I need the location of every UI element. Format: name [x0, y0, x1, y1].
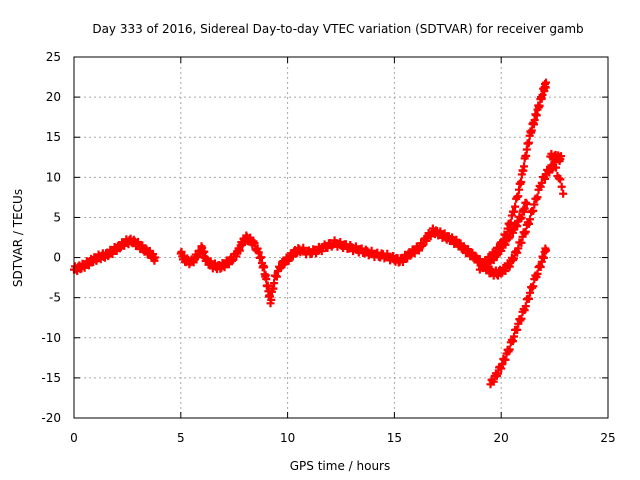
x-tick-label: 20 [494, 431, 509, 445]
x-tick-label: 5 [177, 431, 185, 445]
data-point [357, 244, 366, 253]
x-tick-label: 10 [280, 431, 295, 445]
series-arc-4 [486, 198, 531, 266]
x-tick-label: 15 [387, 431, 402, 445]
y-tick-label: -20 [41, 411, 61, 425]
data-point [524, 138, 533, 147]
data-point [559, 189, 568, 198]
data-point [517, 314, 526, 323]
x-tick-labels: 0 5 10 15 20 25 [70, 431, 615, 445]
y-tick-label: 20 [46, 90, 61, 104]
x-tick-label: 25 [600, 431, 615, 445]
data-point [556, 175, 565, 184]
data-point [336, 238, 345, 247]
data-point [542, 78, 551, 87]
y-tick-label: 0 [53, 251, 61, 265]
data-point [519, 162, 528, 171]
x-axis-label: GPS time / hours [290, 459, 391, 473]
y-tick-label: -5 [49, 291, 61, 305]
data-point [151, 253, 160, 262]
series-arc-6 [546, 149, 566, 166]
data-point [506, 218, 515, 227]
series-arc-2 [176, 158, 568, 308]
data-points [70, 78, 568, 389]
y-tick-label: 10 [46, 170, 61, 184]
data-point [542, 246, 551, 255]
data-point [270, 279, 279, 288]
y-tick-label: 15 [46, 130, 61, 144]
series-arc-1 [70, 234, 160, 275]
data-point [557, 152, 566, 161]
data-point [299, 243, 308, 252]
data-point [351, 242, 360, 251]
data-point [533, 269, 542, 278]
data-point [511, 202, 520, 211]
data-point [529, 282, 538, 291]
y-axis-label: SDTVAR / TECUs [11, 189, 25, 287]
series-arc-5 [486, 244, 551, 389]
data-point [526, 215, 535, 224]
data-point [521, 302, 530, 311]
data-point [533, 193, 542, 202]
chart-title: Day 333 of 2016, Sidereal Day-to-day VTE… [92, 22, 583, 36]
y-tick-label: -10 [41, 331, 61, 345]
data-point [557, 182, 566, 191]
data-point [552, 163, 561, 172]
plot-frame [73, 56, 609, 419]
y-tick-label: 5 [53, 210, 61, 224]
y-tick-labels: -20 -15 -10 -5 0 5 10 15 20 25 [41, 50, 61, 425]
data-point [267, 295, 276, 304]
data-point [380, 254, 389, 263]
data-point [517, 177, 526, 186]
y-tick-label: -15 [41, 371, 61, 385]
y-tick-label: 25 [46, 50, 61, 64]
data-point [323, 244, 332, 253]
data-point [317, 247, 326, 256]
data-point [260, 263, 269, 272]
data-point [522, 200, 531, 209]
data-point [505, 345, 514, 354]
x-tick-label: 0 [70, 431, 78, 445]
data-point [521, 227, 530, 236]
